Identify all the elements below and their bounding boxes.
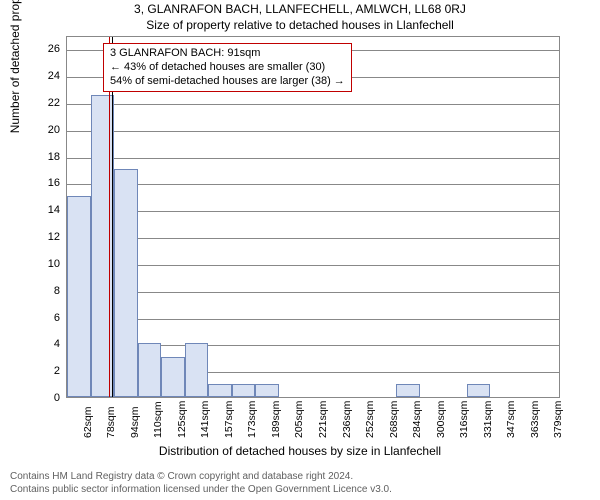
x-tick-label: 347sqm	[505, 401, 517, 438]
y-tick-label: 14	[36, 204, 60, 216]
footer-attribution: Contains HM Land Registry data © Crown c…	[10, 471, 392, 496]
gridline	[67, 292, 559, 293]
gridline	[67, 158, 559, 159]
y-tick-label: 4	[36, 338, 60, 350]
x-tick-label: 78sqm	[105, 406, 117, 438]
histogram-bar	[467, 384, 491, 397]
y-tick-label: 6	[36, 312, 60, 324]
y-tick-label: 8	[36, 285, 60, 297]
x-tick-label: 125sqm	[176, 401, 188, 438]
x-tick-label: 189sqm	[270, 401, 282, 438]
gridline	[67, 319, 559, 320]
x-tick-label: 252sqm	[364, 401, 376, 438]
footer-line1: Contains HM Land Registry data © Crown c…	[10, 471, 392, 484]
annotation-box: 3 GLANRAFON BACH: 91sqm← 43% of detached…	[103, 43, 352, 92]
histogram-bar	[91, 95, 115, 397]
x-tick-label: 110sqm	[152, 401, 164, 438]
chart-title-line1: 3, GLANRAFON BACH, LLANFECHELL, AMLWCH, …	[0, 2, 600, 16]
gridline	[67, 131, 559, 132]
x-tick-label: 268sqm	[388, 401, 400, 438]
y-tick-label: 26	[36, 43, 60, 55]
histogram-bar	[161, 357, 185, 397]
histogram-bar	[138, 343, 162, 397]
annotation-line: 54% of semi-detached houses are larger (…	[110, 75, 345, 89]
gridline	[67, 265, 559, 266]
gridline	[67, 211, 559, 212]
annotation-line: 3 GLANRAFON BACH: 91sqm	[110, 47, 345, 61]
histogram-bar	[185, 343, 209, 397]
x-tick-label: 236sqm	[341, 401, 353, 438]
x-tick-label: 62sqm	[82, 406, 94, 438]
y-tick-label: 16	[36, 177, 60, 189]
x-tick-label: 221sqm	[317, 401, 329, 438]
histogram-bar	[255, 384, 279, 397]
x-tick-label: 205sqm	[293, 401, 305, 438]
y-tick-label: 12	[36, 231, 60, 243]
histogram-plot-area: 3 GLANRAFON BACH: 91sqm← 43% of detached…	[66, 36, 560, 398]
x-axis-label: Distribution of detached houses by size …	[0, 444, 600, 458]
histogram-bar	[208, 384, 232, 397]
y-tick-label: 18	[36, 151, 60, 163]
y-tick-label: 2	[36, 365, 60, 377]
x-tick-label: 363sqm	[529, 401, 541, 438]
y-tick-label: 20	[36, 124, 60, 136]
x-tick-label: 284sqm	[411, 401, 423, 438]
histogram-bar	[67, 196, 91, 397]
x-tick-label: 300sqm	[435, 401, 447, 438]
chart-title-line2: Size of property relative to detached ho…	[0, 18, 600, 32]
x-tick-label: 379sqm	[552, 401, 564, 438]
x-tick-label: 316sqm	[458, 401, 470, 438]
histogram-bar	[232, 384, 256, 397]
y-tick-label: 10	[36, 258, 60, 270]
x-tick-label: 173sqm	[246, 401, 258, 438]
histogram-bar	[114, 169, 138, 397]
y-tick-label: 0	[36, 392, 60, 404]
annotation-line: ← 43% of detached houses are smaller (30…	[110, 61, 345, 75]
gridline	[67, 184, 559, 185]
y-tick-label: 24	[36, 70, 60, 82]
x-tick-label: 157sqm	[223, 401, 235, 438]
gridline	[67, 104, 559, 105]
x-tick-label: 94sqm	[129, 406, 141, 438]
x-tick-label: 331sqm	[482, 401, 494, 438]
footer-line2: Contains public sector information licen…	[10, 484, 392, 497]
y-axis-label: Number of detached properties	[8, 0, 22, 133]
histogram-bar	[396, 384, 420, 397]
x-tick-label: 141sqm	[199, 401, 211, 438]
y-tick-label: 22	[36, 97, 60, 109]
gridline	[67, 238, 559, 239]
